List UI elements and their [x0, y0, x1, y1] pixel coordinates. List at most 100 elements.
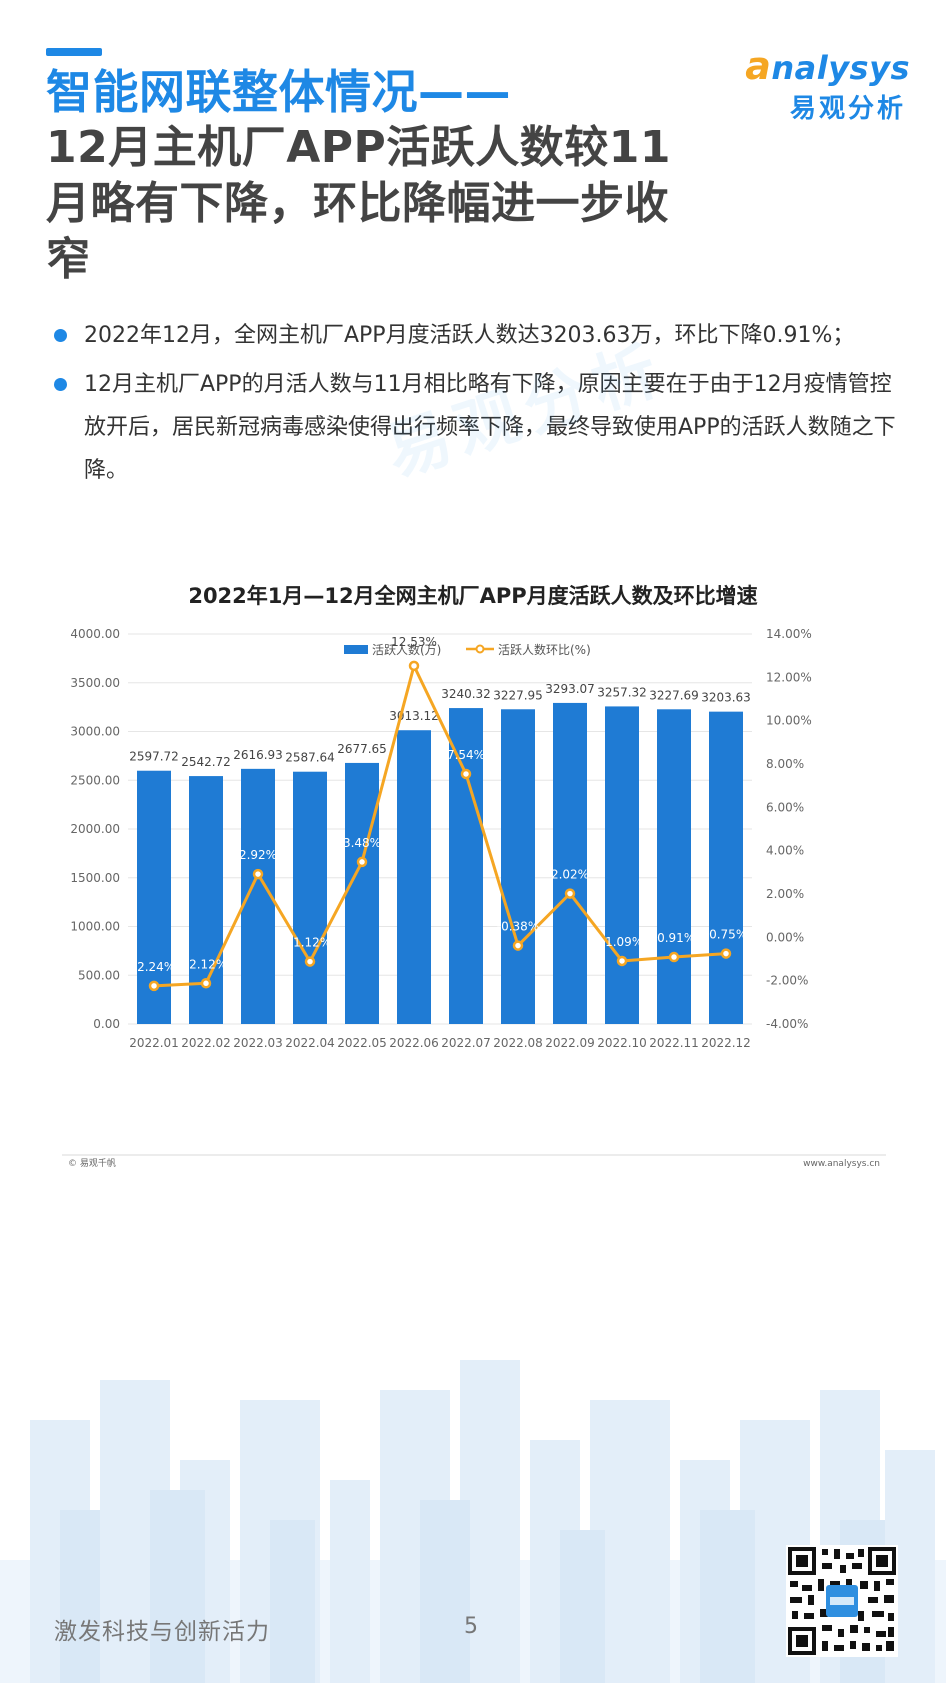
y-left-tick-label: 500.00 [78, 968, 120, 982]
bar [397, 730, 431, 1024]
legend-line-marker [475, 644, 485, 654]
series-line [153, 664, 727, 988]
chart-source: © 易观千帆 [68, 1157, 116, 1169]
title-accent-bar [46, 48, 102, 56]
legend-bar-label: 活跃人数(万) [372, 642, 441, 657]
x-tick-label: 2022.04 [285, 1036, 335, 1050]
bar-value-label: 3257.32 [597, 685, 647, 699]
line-value-label: -1.09% [601, 935, 643, 949]
page-title: 智能网联整体情况—— 12月主机厂APP活跃人数较11 月略有下降，环比降幅进一… [46, 64, 746, 288]
line-value-label: -0.75% [705, 928, 747, 942]
line-point [304, 956, 316, 967]
analysys-logo: analysys 易观分析 [740, 44, 910, 124]
y-right-tick-label: 14.00% [766, 627, 812, 641]
y-right-tick-label: 10.00% [766, 714, 812, 728]
line-point [512, 940, 524, 951]
page-title-line3: 月略有下降，环比降幅进一步收 [46, 178, 669, 229]
bar [553, 702, 587, 1024]
x-tick-label: 2022.07 [441, 1036, 491, 1050]
bar-value-label: 3293.07 [545, 682, 595, 696]
x-tick-label: 2022.11 [649, 1036, 699, 1050]
page-title-line4: 窄 [46, 234, 91, 285]
combo-chart: 2022年1月—12月全网主机厂APP月度活跃人数及环比增速 活跃人数(万) 活… [62, 584, 886, 1169]
legend-line-label: 活跃人数环比(%) [498, 642, 591, 657]
bar-value-label: 3013.12 [389, 709, 439, 723]
line-value-label: 12.53% [391, 635, 437, 649]
page-title-line2: 12月主机厂APP活跃人数较11 [46, 122, 672, 173]
line-value-label: -2.24% [133, 960, 175, 974]
x-tick-label: 2022.06 [389, 1036, 439, 1050]
line-point [460, 768, 472, 780]
x-tick-label: 2022.03 [233, 1036, 283, 1050]
y-left-tick-label: 1000.00 [70, 920, 120, 934]
bar-value-label: 2597.72 [129, 750, 179, 764]
qr-code-icon [786, 1545, 898, 1657]
bar [293, 771, 327, 1024]
line-value-label: 2.02% [551, 868, 589, 882]
bar [657, 709, 691, 1024]
line-value-label: -0.91% [653, 931, 695, 945]
chart-url: www.analysys.cn [803, 1159, 880, 1169]
chart-title: 2022年1月—12月全网主机厂APP月度活跃人数及环比增速 [188, 584, 757, 608]
bullet-dot-icon [54, 378, 67, 391]
y-right-tick-label: -2.00% [766, 974, 808, 988]
line-value-label: 7.54% [447, 748, 485, 762]
bar [709, 711, 743, 1024]
bar [449, 708, 483, 1024]
page-number: 5 [464, 1614, 478, 1639]
line-point [668, 951, 680, 963]
line-point [252, 868, 264, 880]
y-left-tick-label: 3500.00 [70, 676, 120, 690]
y-left-tick-label: 4000.00 [70, 627, 120, 641]
y-right-tick-label: 12.00% [766, 670, 812, 684]
chart-legend: 活跃人数(万) 活跃人数环比(%) [344, 642, 591, 657]
summary-bullets: 2022年12月，全网主机厂APP月度活跃人数达3203.63万，环比下降0.9… [50, 314, 910, 498]
line-point [148, 980, 160, 992]
x-tick-label: 2022.05 [337, 1036, 387, 1050]
line-point [720, 948, 732, 959]
page-title-line1: 智能网联整体情况—— [46, 65, 511, 119]
bullet-dot-icon [54, 329, 67, 342]
y-left-tick-label: 2500.00 [70, 773, 120, 787]
y-right-tick-label: 0.00% [766, 930, 804, 944]
y-left-tick-label: 2000.00 [70, 822, 120, 836]
line-value-label: -0.38% [497, 920, 539, 934]
bar-value-label: 2587.64 [285, 751, 335, 765]
x-tick-label: 2022.10 [597, 1036, 647, 1050]
footer-slogan: 激发科技与创新活力 [54, 1619, 270, 1645]
bar-value-label: 3240.32 [441, 687, 491, 701]
line-value-label: 2.92% [239, 848, 277, 862]
y-left-tick-label: 3000.00 [70, 725, 120, 739]
bar [345, 762, 379, 1024]
bullet-item: 12月主机厂APP的月活人数与11月相比略有下降，原因主要在于由于12月疫情管控… [50, 363, 910, 492]
line-point [356, 856, 368, 868]
x-tick-label: 2022.08 [493, 1036, 543, 1050]
line-point [408, 660, 420, 672]
y-right-tick-label: 4.00% [766, 844, 804, 858]
bar-value-label: 3227.95 [493, 688, 543, 702]
bar-value-label: 3227.69 [649, 688, 699, 702]
x-tick-label: 2022.09 [545, 1036, 595, 1050]
bar-value-label: 2542.72 [181, 755, 231, 769]
legend-bar-swatch [344, 645, 368, 654]
line-value-label: 3.48% [343, 836, 381, 850]
y-left-tick-label: 1500.00 [70, 871, 120, 885]
y-right-tick-label: 6.00% [766, 800, 804, 814]
line-point [616, 955, 628, 967]
line-value-label: -2.12% [185, 957, 227, 971]
logo-wordmark: analysys [745, 44, 910, 88]
x-tick-label: 2022.02 [181, 1036, 231, 1050]
x-tick-label: 2022.12 [701, 1036, 751, 1050]
y-right-tick-label: 8.00% [766, 757, 804, 771]
line-point [564, 888, 576, 899]
bar [501, 709, 535, 1024]
y-right-tick-label: 2.00% [766, 887, 804, 901]
y-left-tick-label: 0.00 [93, 1017, 120, 1031]
bullet-item: 2022年12月，全网主机厂APP月度活跃人数达3203.63万，环比下降0.9… [50, 314, 910, 357]
logo-cn-name: 易观分析 [789, 94, 906, 124]
line-value-label: -1.12% [289, 936, 331, 950]
bar-value-label: 2616.93 [233, 748, 283, 762]
bar [605, 706, 639, 1024]
bar-value-label: 2677.65 [337, 742, 387, 756]
y-right-tick-label: -4.00% [766, 1017, 808, 1031]
